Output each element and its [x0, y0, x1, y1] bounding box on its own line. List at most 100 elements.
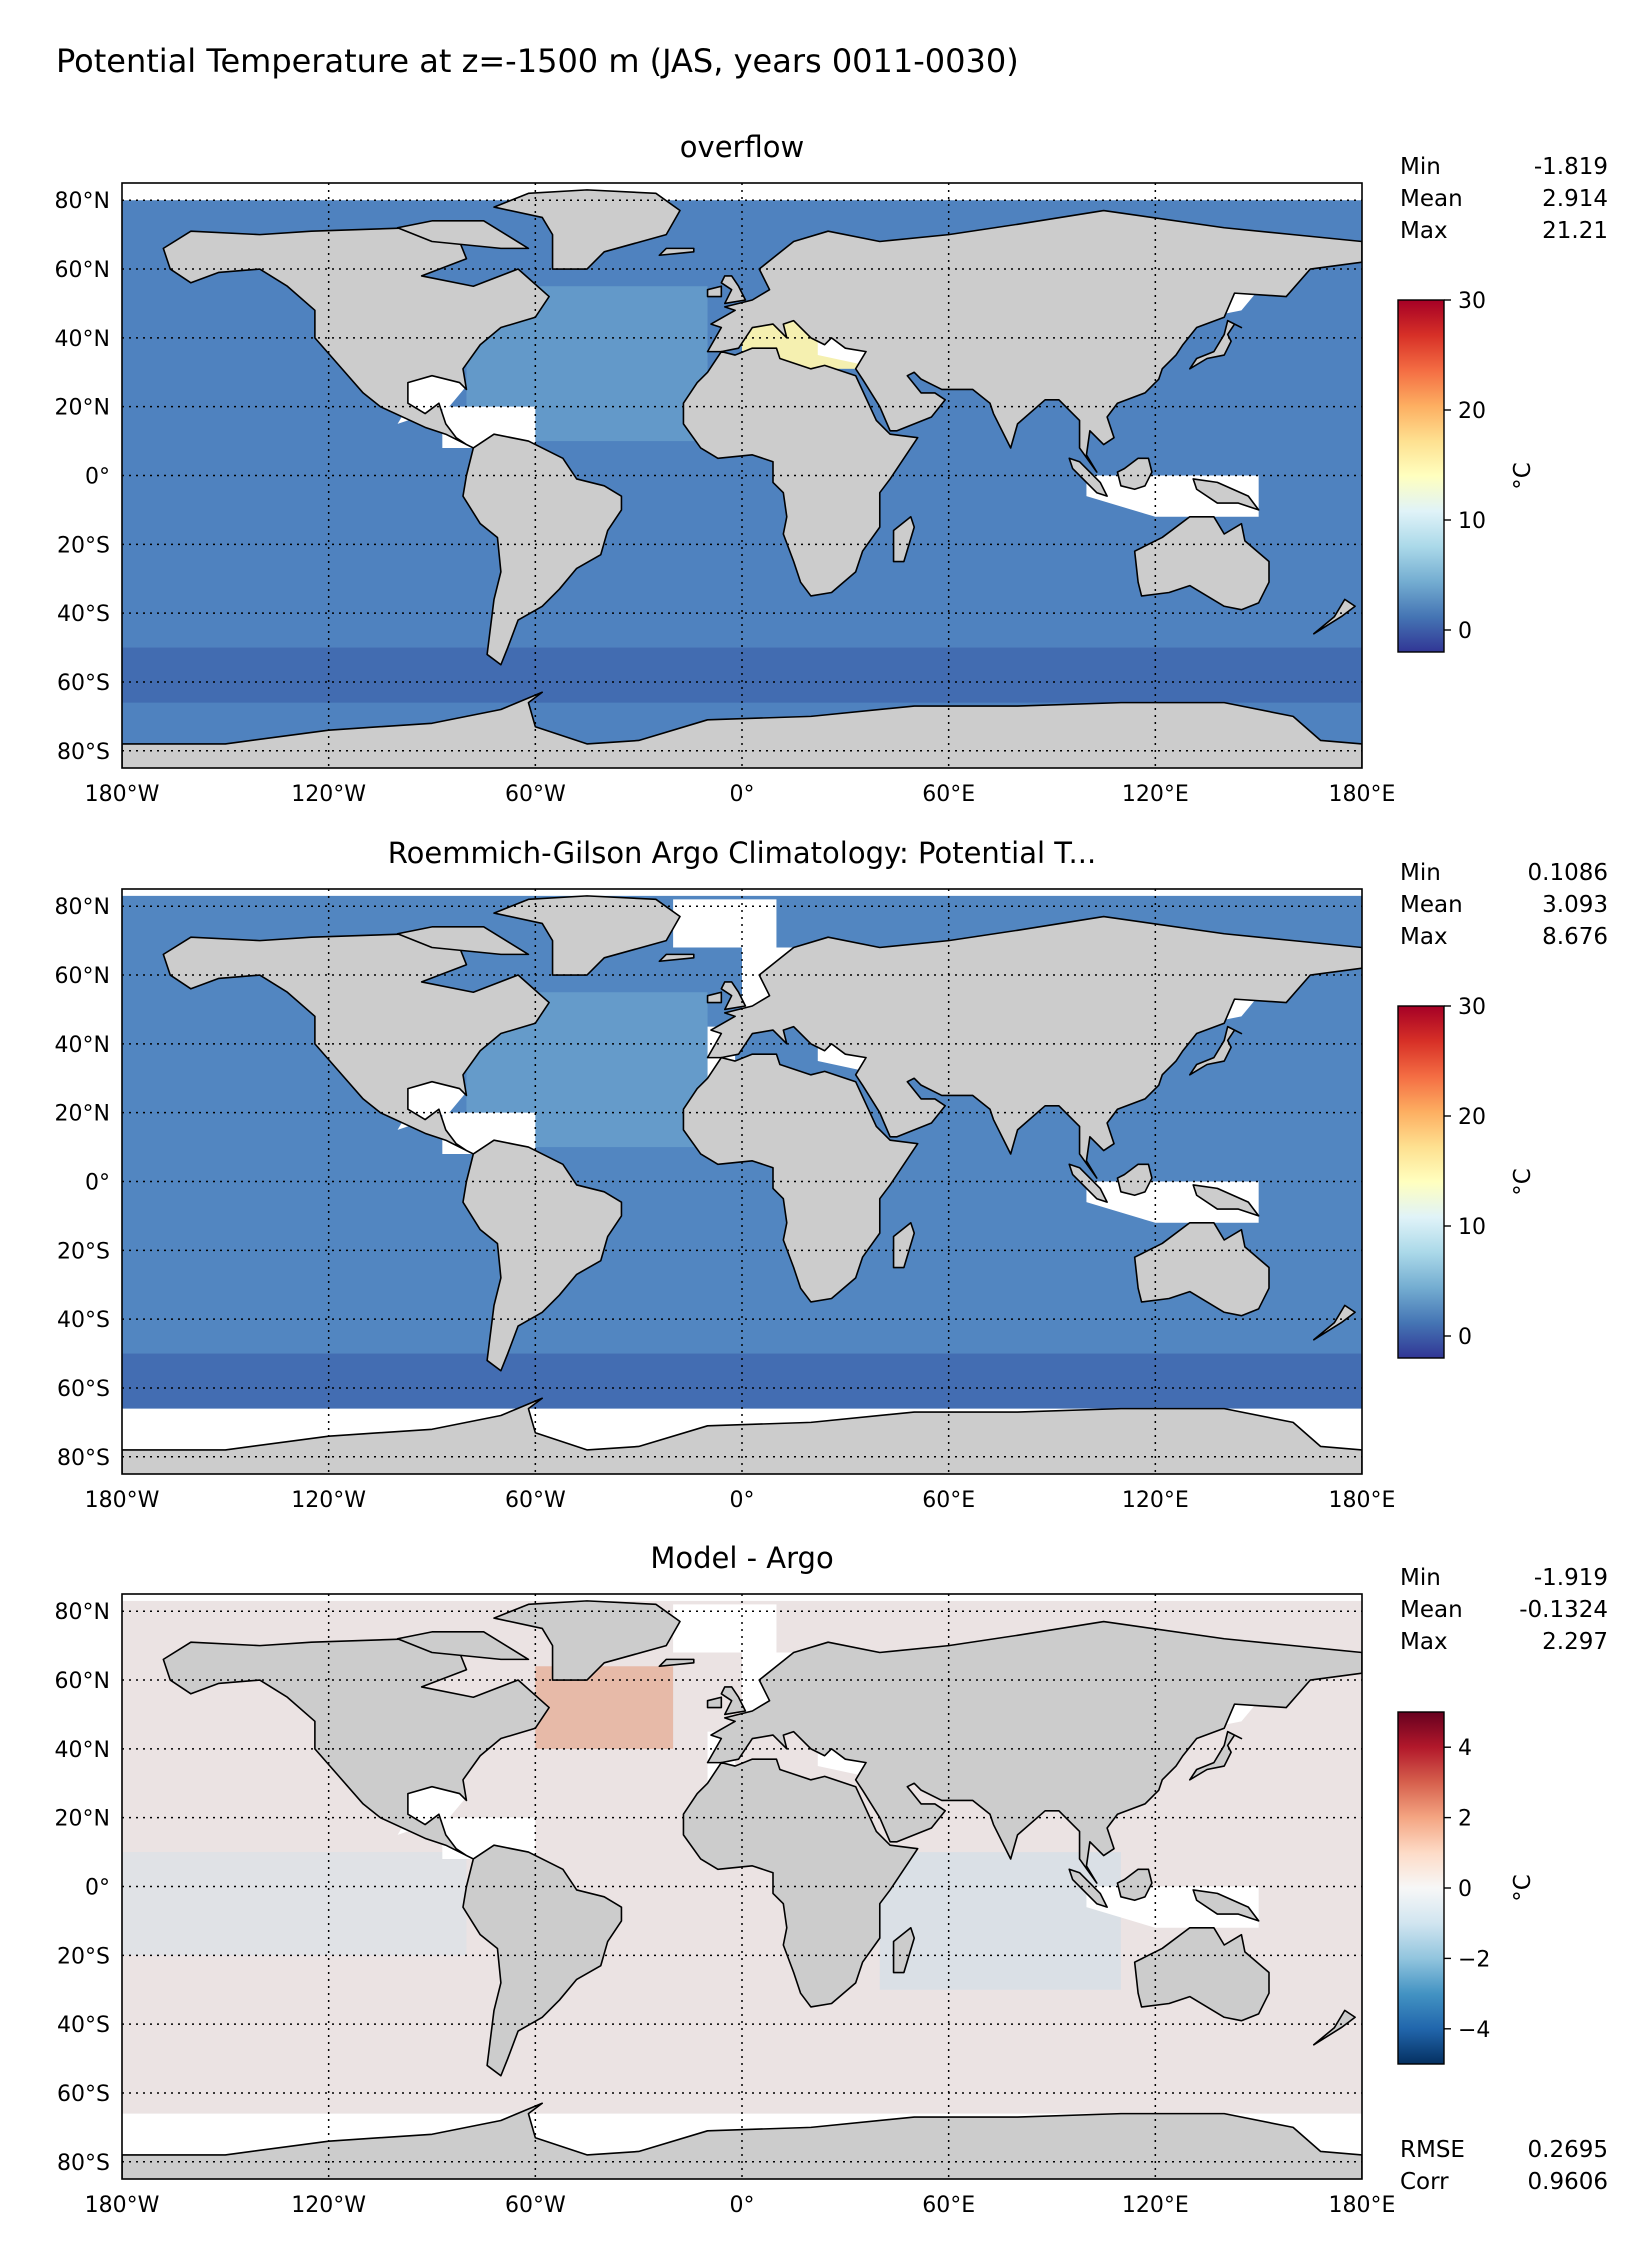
- panel-title: Roemmich-Gilson Argo Climatology: Potent…: [388, 836, 1096, 870]
- lat-tick-label: 20°N: [55, 1102, 110, 1127]
- stat-label: Min: [1400, 860, 1441, 886]
- lat-tick-label: 80°N: [55, 895, 110, 920]
- land-mass: [1192, 1184, 1260, 1217]
- lon-tick-label: 120°E: [1122, 2193, 1189, 2218]
- land-mass: [162, 932, 550, 1155]
- lat-tick-label: 20°N: [55, 1807, 110, 1832]
- land-mass: [658, 247, 695, 257]
- colorbar-gradient: [1397, 1711, 1445, 2065]
- lat-tick-label: 40°N: [55, 1738, 110, 1763]
- land-mass: [1068, 1163, 1108, 1203]
- lon-tick-label: 180°W: [85, 2193, 160, 2218]
- no-data-region: [122, 1594, 1362, 1601]
- lon-tick-label: 120°E: [1122, 1488, 1189, 1513]
- panel-argo: Roemmich-Gilson Argo Climatology: Potent…: [55, 836, 1608, 1513]
- land-mass: [1133, 1926, 1270, 2022]
- map-field: [122, 889, 1362, 1474]
- stat-value: -0.1324: [1519, 1597, 1608, 1623]
- lon-tick-label: 0°: [730, 782, 755, 807]
- land-mass: [682, 1758, 919, 2008]
- cold-southern-ocean-band: [122, 1353, 1362, 1409]
- colorbar-tick-label: −2: [1458, 1947, 1490, 1972]
- lon-tick-label: 180°E: [1329, 1488, 1396, 1513]
- land-mass: [1188, 1730, 1243, 1781]
- map-frame: [121, 1593, 1363, 2180]
- lat-tick-label: 60°N: [55, 1669, 110, 1694]
- no-data-region: [673, 1604, 777, 1653]
- lon-tick-label: 60°W: [505, 782, 566, 807]
- land-mass: [658, 1658, 695, 1668]
- negative-bias-region: [879, 1852, 1121, 1990]
- land-mass: [682, 347, 919, 597]
- lat-tick-label: 60°N: [55, 964, 110, 989]
- colorbar-tick-label: 4: [1458, 1736, 1472, 1761]
- panel-overflow: overflow 80°N 60°N 40°N 20°N 0° 20°S 40°S 60°S 80…: [55, 130, 1608, 807]
- lat-tick-label: 40°S: [57, 2013, 110, 2038]
- stat-value: 2.297: [1542, 1629, 1608, 1655]
- no-data-region: [122, 889, 1362, 896]
- lat-tick-label: 0°: [85, 1171, 110, 1196]
- lon-tick-label: 180°W: [85, 1488, 160, 1513]
- panel-bias: Model - Argo 80°N 60°N 40°N 20°N 0° 20°S 40°S 60…: [55, 1541, 1608, 2218]
- land-mass: [1116, 1868, 1153, 1902]
- land-mass: [892, 1221, 916, 1269]
- colorbar: 4 2 0 −2 −4 °C: [1397, 1711, 1536, 2065]
- colorbar-gradient: [1397, 299, 1445, 653]
- colorbar: 0 10 20 30 °C: [1397, 289, 1536, 653]
- land-mass: [396, 220, 530, 250]
- lat-tick-label: 80°N: [55, 189, 110, 214]
- cold-southern-ocean-band: [122, 647, 1362, 703]
- stat-label: Max: [1400, 218, 1448, 244]
- lat-tick-label: 40°N: [55, 1033, 110, 1058]
- land-mass: [720, 981, 747, 1011]
- stat-label: Corr: [1400, 2169, 1449, 2195]
- lon-tick-label: 60°E: [922, 782, 975, 807]
- land-mass: [162, 1637, 550, 1860]
- no-data-region: [673, 899, 777, 948]
- lat-tick-label: 40°S: [57, 1308, 110, 1333]
- lat-tick-label: 60°S: [57, 2082, 110, 2107]
- colorbar-label: °C: [1510, 1874, 1536, 1902]
- lat-tick-label: 60°S: [57, 671, 110, 696]
- land-mass: [720, 1686, 747, 1716]
- lat-tick-label: 0°: [85, 465, 110, 490]
- land-mass: [493, 895, 681, 976]
- land-mass: [1116, 457, 1153, 491]
- land-mass: [682, 1053, 919, 1303]
- land-mass: [706, 285, 723, 298]
- stat-value: 0.1086: [1528, 860, 1608, 886]
- lat-tick-label: 80°N: [55, 1600, 110, 1625]
- land-mass: [1068, 1868, 1108, 1908]
- lon-tick-label: 180°W: [85, 782, 160, 807]
- figure-title: Potential Temperature at z=-1500 m (JAS,…: [56, 42, 1019, 80]
- colorbar-gradient: [1397, 1005, 1445, 1359]
- lat-tick-label: 20°N: [55, 396, 110, 421]
- stat-label: Min: [1400, 1565, 1441, 1591]
- colorbar-tick-label: 30: [1458, 289, 1486, 314]
- map-frame: [121, 888, 1363, 1475]
- land-mass: [1188, 1025, 1243, 1076]
- colorbar-tick-label: −4: [1458, 2018, 1490, 2043]
- lat-tick-label: 0°: [85, 1876, 110, 1901]
- lat-tick-label: 20°S: [57, 1239, 110, 1264]
- stat-label: Min: [1400, 154, 1441, 180]
- land-mass: [396, 926, 530, 956]
- panel-title: overflow: [680, 130, 804, 164]
- colorbar: 0 10 20 30 °C: [1397, 995, 1536, 1359]
- lon-tick-label: 120°E: [1122, 782, 1189, 807]
- stat-label: Max: [1400, 924, 1448, 950]
- lat-tick-label: 60°N: [55, 258, 110, 283]
- colorbar-tick-label: 20: [1458, 399, 1486, 424]
- colorbar-tick-label: 0: [1458, 1325, 1472, 1350]
- colorbar-tick-label: 2: [1458, 1807, 1472, 1832]
- land-mass: [493, 1600, 681, 1681]
- colorbar-tick-label: 0: [1458, 1877, 1472, 1902]
- colorbar-tick-label: 10: [1458, 509, 1486, 534]
- map-frame: [121, 182, 1363, 769]
- land-mass: [892, 515, 916, 563]
- land-mass: [706, 209, 1362, 473]
- map-field: [122, 183, 1362, 768]
- stat-value: 0.2695: [1528, 2137, 1608, 2163]
- stat-label: Mean: [1400, 892, 1463, 918]
- lat-tick-label: 80°S: [57, 740, 110, 765]
